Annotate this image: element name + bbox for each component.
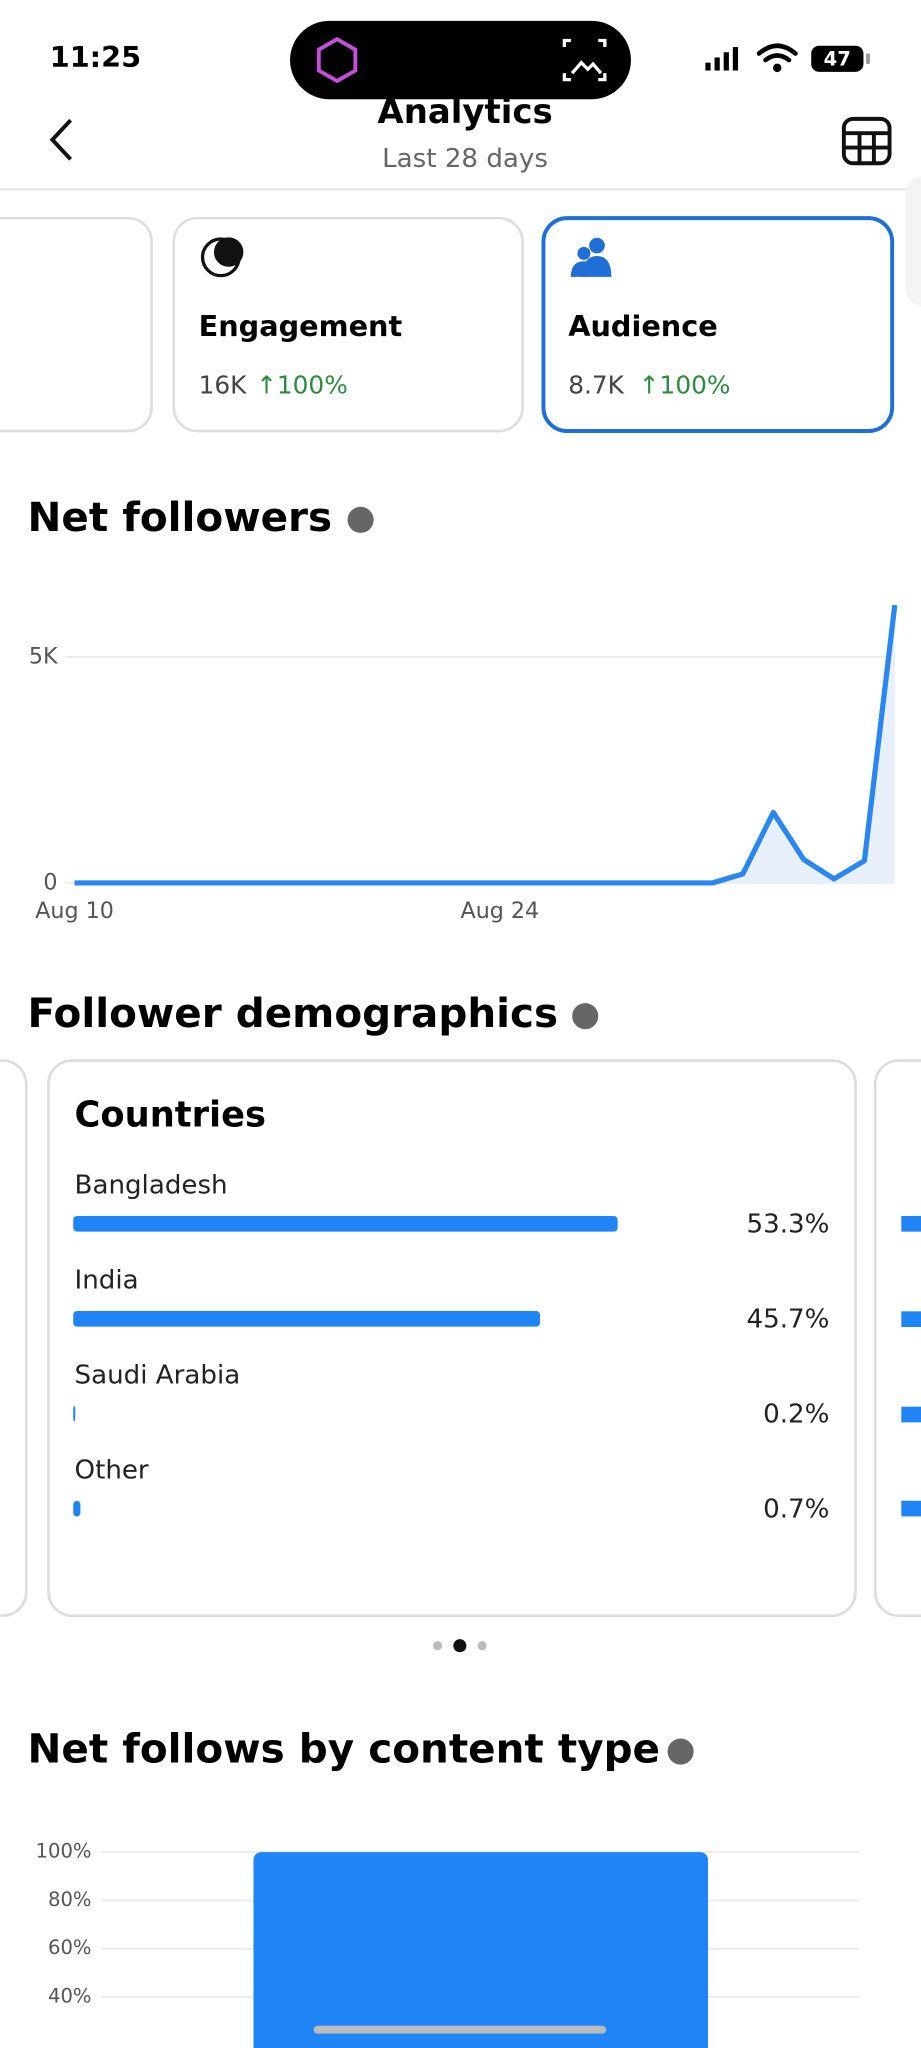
value-label: 53.3% [747,1210,830,1240]
demographics-card [47,1059,857,1617]
bar [253,1852,709,2048]
value-label: 45.7% [747,1305,830,1335]
metric-card[interactable] [172,216,524,433]
header-title: Analytics [377,92,552,132]
page-dot[interactable] [433,1641,443,1651]
card-change: ↑100% [256,371,348,400]
home-indicator [313,2025,607,2034]
info-icon[interactable] [667,1738,694,1765]
audience-icon [570,237,612,277]
scan-icon [562,38,607,82]
section-title: Follower demographics [28,989,559,1037]
category-label: Other [75,1455,149,1485]
metric-card[interactable] [0,216,153,433]
bar [73,1405,76,1422]
demographics-card [873,1059,921,1617]
x-tick-label: Aug 24 [461,898,540,924]
header-subtitle: Last 28 days [382,144,548,174]
bar [73,1216,618,1232]
battery-level: 47 [824,48,851,71]
y-tick-label: 5K [29,643,59,669]
engagement-icon [200,237,244,278]
x-tick-label: Aug 10 [35,898,114,924]
line [74,604,898,886]
area [74,605,895,883]
bar [73,1310,541,1327]
page-dot[interactable] [477,1641,487,1651]
battery-tip [866,53,870,64]
category-label: Saudi Arabia [75,1360,241,1390]
card-value: 16K [199,371,248,400]
dynamic-island [290,20,631,100]
card-title: Engagement [199,309,403,343]
next-card-bars [901,1216,921,1517]
value-label: 0.7% [763,1495,829,1525]
section-title: Net followers [28,493,333,541]
app-icon [316,36,358,84]
info-icon[interactable] [572,1003,599,1030]
y-tick-label: 0 [43,869,57,895]
card-title: Audience [568,309,718,343]
card-value: 8.7K [568,371,624,400]
back-button[interactable] [49,118,73,161]
section-title: Net follows by content type [28,1725,660,1773]
bar [73,1500,81,1517]
category-label: Bangladesh [75,1170,228,1200]
y-tick-label: 40% [48,1985,92,2008]
card-change: ↑100% [639,371,731,400]
value-label: 0.2% [763,1400,829,1430]
y-tick-label: 100% [36,1840,92,1863]
page-dot-active[interactable] [453,1639,467,1653]
scroll-edge [905,176,921,307]
table-button[interactable] [841,116,892,166]
metric-card-selected[interactable] [541,216,895,433]
info-icon[interactable] [347,506,374,533]
y-tick-label: 60% [48,1936,92,1959]
chart-title: Countries [75,1095,266,1136]
category-label: India [75,1265,139,1295]
demographics-card [0,1059,28,1617]
status-time: 11:25 [50,40,141,74]
signal-icon [705,47,739,71]
wifi-icon [756,43,798,73]
y-tick-label: 80% [48,1888,92,1911]
battery [811,45,864,72]
